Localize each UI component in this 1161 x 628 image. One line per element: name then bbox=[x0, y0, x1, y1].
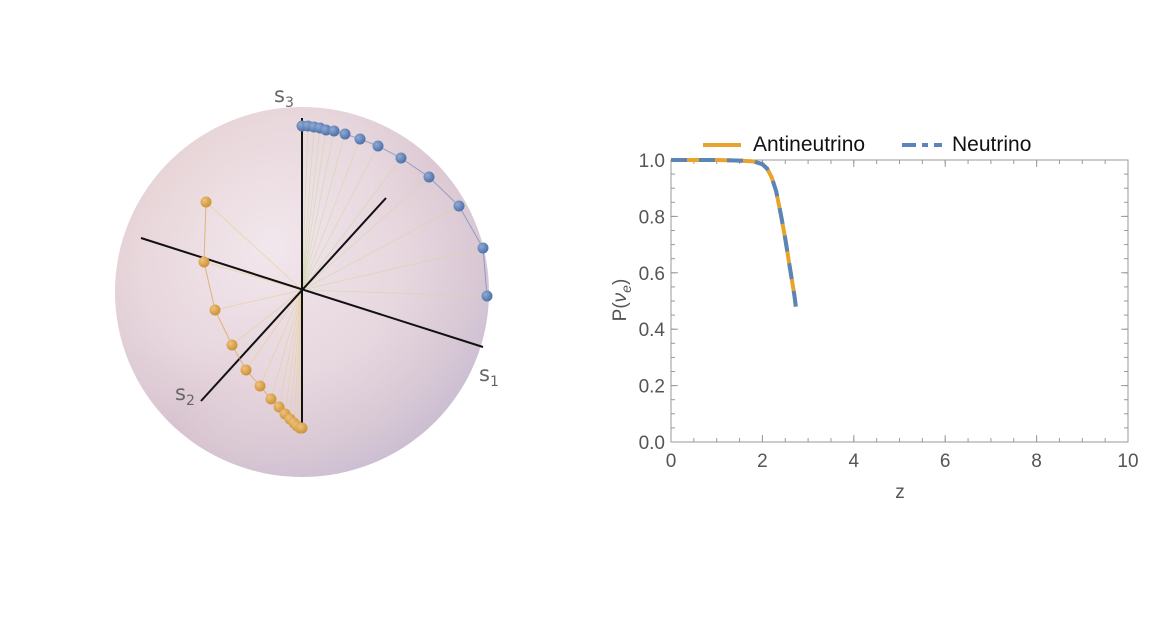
neutrino-point bbox=[481, 290, 493, 302]
y-tick-label: 0.6 bbox=[639, 264, 665, 285]
antineutrino-point bbox=[226, 339, 238, 351]
neutrino-vector-line bbox=[301, 205, 460, 291]
x-tick-label: 4 bbox=[849, 451, 860, 472]
s2-axis bbox=[200, 197, 387, 402]
trajectory-points bbox=[198, 120, 493, 434]
legend-antineutrino-label: Antineutrino bbox=[753, 133, 865, 156]
antineutrino-vector-line bbox=[205, 201, 303, 291]
axis-ticks bbox=[670, 159, 1129, 443]
neutrino-vector-line bbox=[301, 138, 361, 291]
y-tick-label: 0.2 bbox=[639, 377, 665, 398]
s1-axis-label: s1 bbox=[479, 362, 499, 390]
neutrino-point bbox=[354, 133, 366, 145]
antineutrino-point bbox=[200, 196, 212, 208]
neutrino-point bbox=[423, 171, 435, 183]
x-tick-label: 6 bbox=[940, 451, 951, 472]
x-tick-label: 10 bbox=[1117, 451, 1138, 472]
antineutrino-point bbox=[296, 422, 308, 434]
antineutrino-vector-line bbox=[278, 289, 303, 408]
antineutrino-point bbox=[240, 364, 252, 376]
neutrino-vector-line bbox=[301, 130, 335, 291]
y-tick-label: 0.4 bbox=[639, 320, 666, 341]
antineutrino-point bbox=[198, 256, 210, 268]
antineutrino-point bbox=[209, 304, 221, 316]
neutrino-point bbox=[395, 152, 407, 164]
antineutrino-line bbox=[671, 158, 798, 307]
neutrino-vector-line bbox=[301, 157, 402, 291]
s2-axis-label: s2 bbox=[175, 381, 195, 409]
antineutrino-vector-line bbox=[289, 289, 303, 420]
s3-axis-label: s3 bbox=[274, 83, 294, 111]
tick-labels: 0 2 4 6 8 10 0.0 0.2 0.4 0.6 0.8 1.0 bbox=[639, 151, 1139, 472]
neutrino-line bbox=[671, 158, 798, 307]
neutrino-point bbox=[453, 200, 465, 212]
antineutrino-vector-line bbox=[214, 289, 303, 311]
neutrino-point bbox=[328, 125, 340, 137]
y-tick-label: 1.0 bbox=[639, 151, 665, 172]
neutrino-point bbox=[477, 242, 489, 254]
neutrino-vector-line bbox=[301, 247, 484, 291]
y-tick-label: 0.0 bbox=[639, 433, 665, 454]
neutrino-point bbox=[339, 128, 351, 140]
antineutrino-point bbox=[265, 393, 277, 405]
neutrino-vector-line bbox=[301, 129, 327, 291]
legend-neutrino-label: Neutrino bbox=[952, 133, 1031, 156]
antineutrino-vector-line bbox=[259, 289, 303, 387]
antineutrino-vector-line bbox=[231, 289, 303, 346]
neutrino-vector-line bbox=[301, 176, 430, 291]
antineutrino-vector-line bbox=[245, 289, 303, 371]
antineutrino-vector-line bbox=[293, 289, 303, 424]
neutrino-point bbox=[372, 140, 384, 152]
plot-frame bbox=[670, 159, 1129, 443]
neutrino-vector-line bbox=[301, 127, 321, 291]
s1-axis bbox=[140, 237, 484, 348]
state-vector-fan bbox=[203, 125, 488, 429]
legend: Antineutrino Neutrino bbox=[703, 133, 1031, 156]
neutrino-vector-line bbox=[301, 289, 488, 297]
neutrino-vector-line bbox=[301, 145, 379, 291]
neutrino-vector-line bbox=[301, 126, 315, 291]
y-axis-label: P(νe) bbox=[610, 279, 634, 322]
antineutrino-vector-line bbox=[284, 289, 303, 415]
antineutrino-vector-line bbox=[203, 261, 303, 291]
x-tick-label: 8 bbox=[1031, 451, 1042, 472]
antineutrino-point bbox=[254, 380, 266, 392]
x-tick-label: 2 bbox=[757, 451, 768, 472]
antineutrino-vector-line bbox=[270, 289, 303, 400]
x-tick-label: 0 bbox=[666, 451, 677, 472]
y-tick-label: 0.8 bbox=[639, 207, 665, 228]
x-axis-label: z bbox=[895, 482, 905, 503]
neutrino-point bbox=[320, 124, 332, 136]
series-lines bbox=[671, 158, 798, 307]
neutrino-vector-line bbox=[301, 133, 346, 291]
